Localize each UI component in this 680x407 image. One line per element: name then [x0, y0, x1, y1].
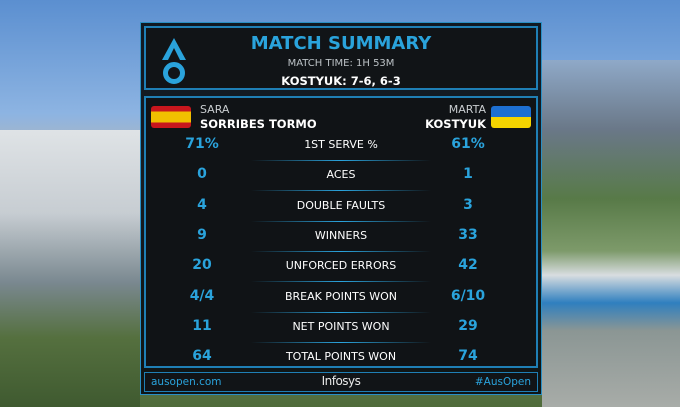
- left-value: 4: [197, 196, 207, 213]
- australian-open-logo: [162, 38, 186, 84]
- left-value: 20: [192, 257, 212, 274]
- stat-row: 9 WINNERS 33: [146, 222, 536, 252]
- ukraine-flag-icon: [491, 106, 531, 128]
- footer-bar: ausopen.com Infosys #AusOpen: [144, 372, 538, 392]
- stat-row: 4 DOUBLE FAULTS 3: [146, 192, 536, 222]
- stat-label: ACES: [326, 168, 356, 182]
- left-value: 71%: [185, 136, 219, 152]
- left-value: 64: [192, 348, 212, 365]
- left-player-first-name: SARA: [200, 103, 230, 116]
- stat-label: WINNERS: [314, 228, 368, 242]
- left-value: 4/4: [189, 287, 215, 304]
- right-value: 6/10: [450, 287, 486, 304]
- stat-label: UNFORCED ERRORS: [285, 259, 397, 273]
- match-summary-panel: MATCH SUMMARY MATCH TIME: 1H 53M KOSTYUK…: [140, 22, 542, 395]
- right-value: 1: [463, 166, 473, 183]
- left-player-last-name: SORRIBES TORMO: [200, 117, 317, 131]
- stat-label: 1ST SERVE %: [304, 138, 378, 151]
- right-player-first-name: MARTA: [448, 103, 486, 116]
- sponsor-logo: Infosys: [321, 374, 361, 388]
- row-divider: [251, 311, 431, 313]
- left-value: 11: [192, 317, 212, 334]
- stat-label: NET POINTS WON: [292, 319, 390, 333]
- stadium-background-left: [0, 130, 140, 407]
- right-value: 42: [458, 257, 478, 274]
- right-value: 74: [458, 348, 478, 365]
- right-player-last-name: KOSTYUK: [425, 117, 486, 131]
- stat-label: TOTAL POINTS WON: [285, 350, 397, 364]
- row-divider: [251, 341, 431, 343]
- stat-label: BREAK POINTS WON: [284, 289, 398, 303]
- row-divider: [251, 160, 431, 161]
- hashtag: #AusOpen: [474, 376, 531, 388]
- left-value: 0: [197, 166, 207, 183]
- right-value: 61%: [451, 136, 485, 152]
- match-result: KOSTYUK: 7-6, 6-3: [281, 74, 401, 88]
- match-time: MATCH TIME: 1H 53M: [287, 58, 395, 69]
- right-value: 3: [463, 196, 473, 213]
- city-background-right: [542, 60, 680, 407]
- stat-row: 4/4 BREAK POINTS WON 6/10: [146, 283, 536, 313]
- stat-row: 71% 1ST SERVE % 61%: [146, 131, 536, 161]
- row-divider: [251, 190, 431, 192]
- stat-row: 11 NET POINTS WON 29: [146, 313, 536, 343]
- stat-row: 0 ACES 1: [146, 161, 536, 192]
- row-divider: [251, 220, 431, 222]
- stat-row: 20 UNFORCED ERRORS 42: [146, 252, 536, 283]
- stat-row: 64 TOTAL POINTS WON 74: [146, 343, 536, 373]
- page-title: MATCH SUMMARY: [250, 33, 432, 54]
- left-value: 9: [197, 226, 207, 243]
- right-value: 33: [458, 226, 478, 243]
- website-link: ausopen.com: [151, 376, 222, 388]
- right-value: 29: [458, 317, 478, 334]
- summary-header: MATCH SUMMARY MATCH TIME: 1H 53M KOSTYUK…: [144, 26, 538, 90]
- row-divider: [251, 281, 431, 283]
- spain-flag-icon: [151, 106, 191, 128]
- stats-table: SARA SORRIBES TORMO MARTA KOSTYUK 71% 1S…: [144, 96, 538, 368]
- row-divider: [251, 250, 431, 252]
- stat-label: DOUBLE FAULTS: [296, 198, 386, 212]
